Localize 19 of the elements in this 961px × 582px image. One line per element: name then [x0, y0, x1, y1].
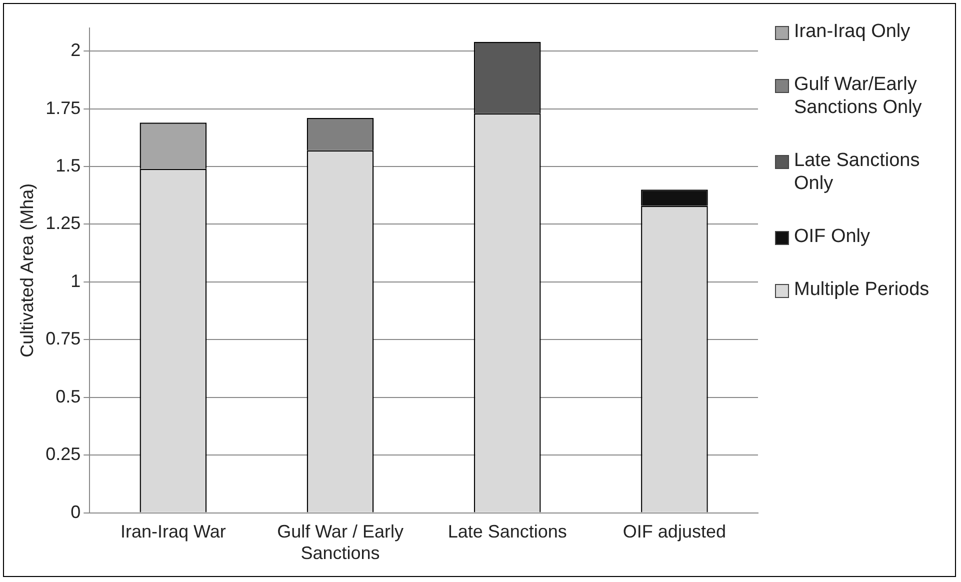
y-axis-title: Cultivated Area (Mha)	[16, 183, 37, 358]
legend-label: Gulf War/Early Sanctions Only	[794, 73, 923, 119]
legend-label: Multiple Periods	[794, 278, 930, 301]
x-tick-label: Late Sanctions	[448, 522, 567, 542]
y-tick-label: 2	[70, 40, 81, 60]
x-tick-label: OIF adjusted	[622, 522, 726, 542]
y-tick-label: 0.25	[46, 444, 81, 464]
x-tick-label: Iran-Iraq War	[120, 522, 226, 542]
y-tick-label: 1.5	[56, 155, 81, 176]
legend-label: OIF Only	[794, 225, 870, 248]
legend-label: Iran-Iraq Only	[794, 20, 910, 43]
y-tick-label: 1.25	[46, 213, 81, 234]
legend-label: Late Sanctions Only	[794, 149, 921, 195]
y-tick-label: 0	[70, 502, 81, 522]
y-tick-label: 1	[70, 270, 81, 291]
x-tick-label: Gulf War / Early Sanctions	[277, 522, 404, 564]
y-tick-label: 0.5	[56, 386, 81, 406]
y-tick-label: 0.75	[46, 328, 81, 349]
y-tick-label: 1.75	[46, 98, 81, 118]
